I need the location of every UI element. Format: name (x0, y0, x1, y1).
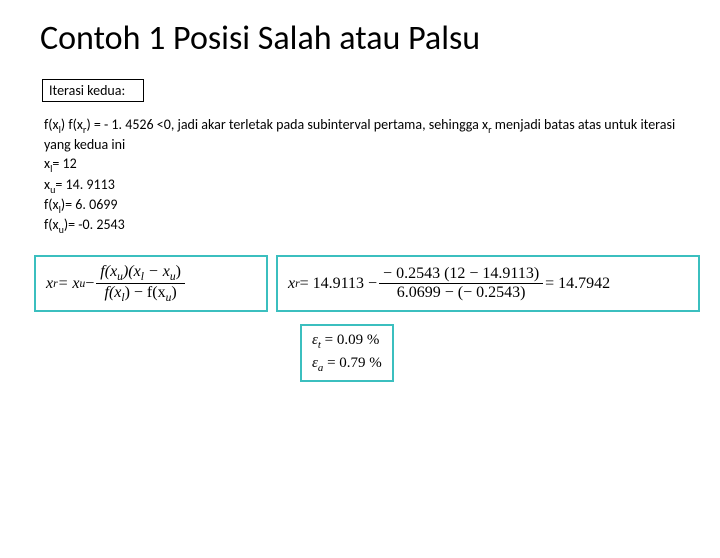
f1-num-c: − x (144, 263, 170, 280)
f1-num-d: ) (176, 263, 181, 280)
fxu-val: )= -0. 2543 (64, 216, 125, 233)
f2-num: − 0.2543 (12 − 14.9113) (379, 265, 543, 284)
f1-lhs: x (46, 275, 53, 293)
f1-den-b: ) − f(x (125, 284, 166, 301)
f1-num-b: )(x (123, 263, 141, 280)
line1-part-b: ) f(x (61, 116, 83, 133)
iteration-label: Iterasi kedua: (42, 79, 144, 102)
f1-den-a: f(x (105, 284, 122, 301)
slide-title: Contoh 1 Posisi Salah atau Palsu (40, 18, 720, 59)
f1-num-a: f(x (100, 263, 117, 280)
f1-eq: = x (58, 275, 80, 293)
formula-numeric: xr = 14.9113 − − 0.2543 (12 − 14.9113) 6… (276, 255, 700, 312)
f1-den: f(xl) − f(xu) (101, 284, 181, 304)
f2-fraction: − 0.2543 (12 − 14.9113) 6.0699 − (− 0.25… (379, 265, 543, 302)
formula-row: xr = xu − f(xu)(xl − xu) f(xl) − f(xu) x… (34, 255, 720, 312)
formula-general: xr = xu − f(xu)(xl − xu) f(xl) − f(xu) (34, 255, 268, 312)
f1-num: f(xu)(xl − xu) (96, 263, 185, 284)
f1-fraction: f(xu)(xl − xu) f(xl) − f(xu) (96, 263, 185, 304)
line1-part-a: f(x (44, 116, 59, 133)
fxu-label: f(x (44, 216, 59, 233)
f1-den-c: ) (171, 284, 176, 301)
xu-val: = 14. 9113 (55, 176, 114, 193)
err1-val: = 0.09 % (321, 332, 379, 348)
error-box: εt = 0.09 % εa = 0.79 % (300, 324, 394, 382)
f2-post: = 14.7942 (545, 275, 610, 293)
f2-pre: = 14.9113 − (300, 275, 377, 293)
f2-lhs: x (288, 275, 295, 293)
line1-part-c: ) = - 1. 4526 <0, jadi akar terletak pad… (86, 116, 488, 133)
err2-val: = 0.79 % (323, 355, 381, 371)
f2-den: 6.0699 − (− 0.2543) (393, 284, 530, 302)
body-text: f(xl) f(xr) = - 1. 4526 <0, jadi akar te… (44, 116, 676, 237)
fxl-label: f(x (44, 196, 59, 213)
f1-minus: − (85, 275, 94, 293)
fxl-val: )= 6. 0699 (61, 196, 118, 213)
xl-val: = 12 (52, 155, 76, 172)
